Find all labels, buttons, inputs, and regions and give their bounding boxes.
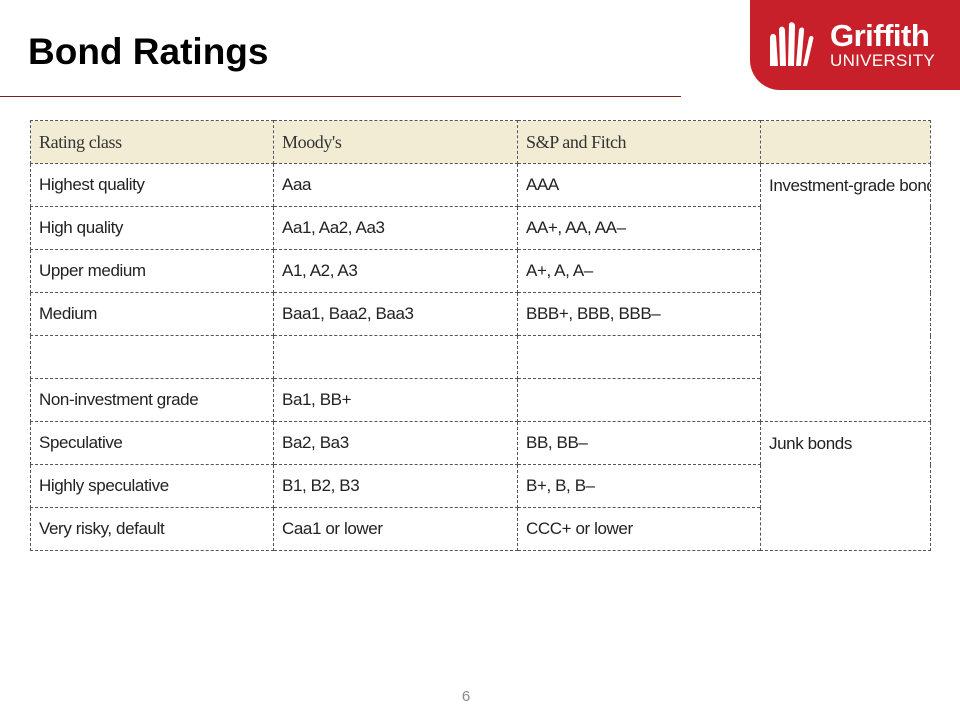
rating-class-cell: Highest quality — [30, 163, 274, 207]
university-logo: Griffith UNIVERSITY — [750, 0, 960, 90]
moodys-cell: Baa1, Baa2, Baa3 — [273, 292, 518, 336]
logo-subtitle: UNIVERSITY — [830, 51, 936, 70]
table-row: Upper medium A1, A2, A3 A+, A, A– — [30, 249, 931, 293]
rating-class-cell: Highly speculative — [30, 464, 274, 508]
sp-fitch-cell: B+, B, B– — [517, 464, 761, 508]
sp-fitch-cell — [517, 335, 761, 379]
table-row: Very risky, default Caa1 or lower CCC+ o… — [30, 507, 931, 551]
sp-fitch-cell: CCC+ or lower — [517, 507, 761, 551]
table-row: Medium Baa1, Baa2, Baa3 BBB+, BBB, BBB– — [30, 292, 931, 336]
table-row: Non-investment grade Ba1, BB+ — [30, 378, 931, 422]
bond-ratings-table-container: Rating class Moody's S&P and Fitch Highe… — [30, 120, 931, 551]
page-number: 6 — [461, 688, 471, 705]
sp-fitch-cell: A+, A, A– — [517, 249, 761, 293]
moodys-cell: Caa1 or lower — [273, 507, 518, 551]
rating-class-cell: Upper medium — [30, 249, 274, 293]
table-row: High quality Aa1, Aa2, Aa3 AA+, AA, AA– — [30, 206, 931, 250]
moodys-cell: A1, A2, A3 — [273, 249, 518, 293]
moodys-cell: Ba2, Ba3 — [273, 421, 518, 465]
moodys-cell: Aaa — [273, 163, 518, 207]
sp-fitch-cell: BBB+, BBB, BBB– — [517, 292, 761, 336]
table-row — [30, 335, 931, 379]
table-header-row: Rating class Moody's S&P and Fitch — [30, 120, 931, 164]
column-header-sp-fitch: S&P and Fitch — [517, 120, 761, 164]
column-header-moodys: Moody's — [273, 120, 518, 164]
sp-fitch-cell: AA+, AA, AA– — [517, 206, 761, 250]
column-header-group — [760, 120, 931, 164]
rating-class-cell: Very risky, default — [30, 507, 274, 551]
moodys-cell — [273, 335, 518, 379]
rating-class-cell: Speculative — [30, 421, 274, 465]
group-investment-grade: Investment-grade bonds — [760, 163, 931, 422]
bond-ratings-table: Rating class Moody's S&P and Fitch Highe… — [30, 120, 931, 551]
sp-fitch-cell: BB, BB– — [517, 421, 761, 465]
column-header-rating-class: Rating class — [30, 120, 274, 164]
sp-fitch-cell: AAA — [517, 163, 761, 207]
table-row: Highest quality Aaa AAA Investment-grade… — [30, 163, 931, 422]
rating-class-cell: High quality — [30, 206, 274, 250]
moodys-cell: B1, B2, B3 — [273, 464, 518, 508]
logo-name: Griffith — [830, 18, 930, 53]
rating-class-cell — [30, 335, 274, 379]
sp-fitch-cell — [517, 378, 761, 422]
moodys-cell: Aa1, Aa2, Aa3 — [273, 206, 518, 250]
griffith-flame-icon — [770, 22, 814, 66]
table-row: Speculative Ba2, Ba3 BB, BB– Junk bonds — [30, 421, 931, 551]
slide-title: Bond Ratings — [28, 31, 269, 72]
moodys-cell: Ba1, BB+ — [273, 378, 518, 422]
title-divider — [0, 96, 681, 97]
rating-class-cell: Non-investment grade — [30, 378, 274, 422]
group-junk-bonds: Junk bonds — [760, 421, 931, 551]
rating-class-cell: Medium — [30, 292, 274, 336]
